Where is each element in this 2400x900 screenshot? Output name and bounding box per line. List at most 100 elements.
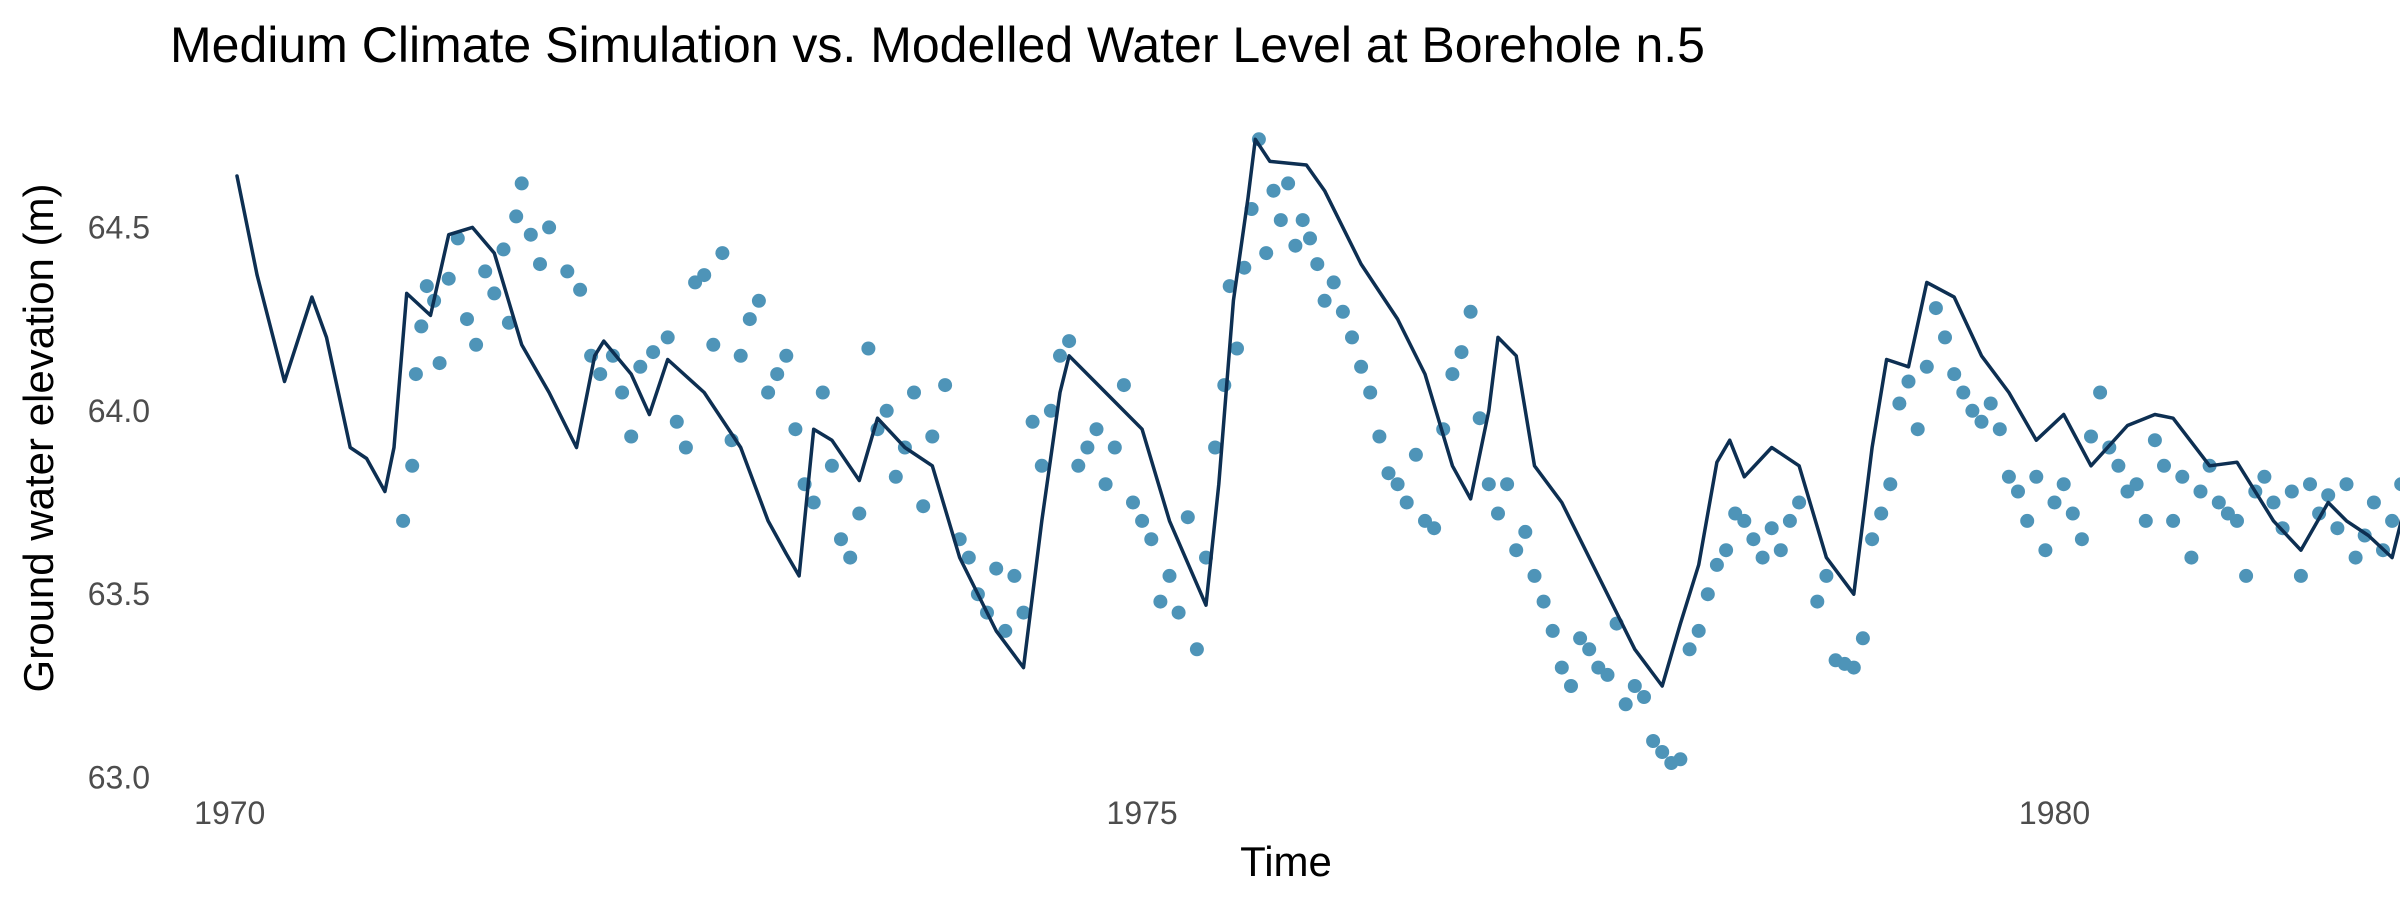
data-point [1691, 623, 1706, 638]
data-point [1034, 458, 1049, 473]
data-point [2147, 433, 2162, 448]
y-tick-label: 63.5 [88, 576, 150, 612]
chart-title: Medium Climate Simulation vs. Modelled W… [170, 17, 1705, 73]
data-point [806, 495, 821, 510]
data-point [1345, 330, 1359, 345]
data-point [1259, 246, 1274, 261]
data-point [861, 341, 876, 356]
data-point [2303, 477, 2317, 492]
data-point [1938, 330, 1952, 345]
data-point [1965, 403, 1980, 418]
data-point [1310, 257, 1325, 272]
data-point [1281, 176, 1296, 191]
data-point [2211, 495, 2226, 510]
data-point [509, 209, 524, 224]
data-point [1053, 348, 1067, 363]
data-point [1792, 495, 1807, 510]
data-point [2175, 469, 2190, 484]
data-point [1573, 631, 1588, 646]
data-point [1016, 605, 1031, 620]
data-point [1481, 477, 1496, 492]
data-point [1427, 521, 1442, 536]
data-point [1983, 396, 1998, 411]
data-point [1116, 378, 1131, 393]
data-point [1956, 385, 1971, 400]
data-point [1153, 594, 1168, 609]
data-point [1273, 213, 1288, 228]
data-point [573, 282, 588, 297]
modelled-line [235, 137, 2400, 688]
data-point [1080, 440, 1095, 455]
data-point [2065, 506, 2080, 521]
data-point [1381, 466, 1396, 481]
data-point [1810, 594, 1825, 609]
data-point [916, 499, 931, 514]
data-point [1144, 532, 1159, 547]
data-point [1928, 301, 1943, 316]
data-point [852, 506, 867, 521]
data-point [1326, 275, 1341, 290]
x-tick-label: 1980 [2019, 795, 2090, 831]
data-point [1491, 506, 1505, 521]
data-point [761, 385, 776, 400]
data-point [1892, 396, 1907, 411]
data-point [1390, 477, 1405, 492]
data-point [1288, 238, 1303, 253]
data-point [1180, 510, 1195, 525]
x-axis-ticks: 1970 1975 1980 [194, 795, 2090, 831]
data-point [469, 337, 484, 352]
data-point [2348, 550, 2363, 565]
y-tick-label: 64.0 [88, 393, 150, 429]
data-point [1901, 374, 1916, 389]
data-point [1295, 213, 1310, 228]
data-point [925, 429, 940, 444]
data-point [1600, 667, 1615, 682]
data-point [1230, 341, 1244, 356]
data-point [1135, 513, 1150, 528]
data-point [2029, 469, 2044, 484]
data-point [1618, 697, 1633, 712]
data-point [706, 337, 721, 352]
data-point [1399, 495, 1414, 510]
data-point [715, 246, 730, 261]
data-point [2284, 484, 2299, 499]
data-point [1162, 568, 1177, 583]
data-point [1709, 557, 1724, 572]
data-point [1919, 359, 1934, 374]
x-tick-label: 1970 [194, 795, 265, 831]
data-point [843, 550, 858, 565]
data-point [1582, 642, 1597, 657]
data-point [1454, 345, 1469, 360]
data-point [2230, 513, 2244, 528]
data-point [1445, 367, 1460, 382]
data-point [1500, 477, 1515, 492]
data-point [815, 385, 830, 400]
data-point [2093, 385, 2108, 400]
data-point [408, 367, 423, 382]
data-point [523, 227, 538, 242]
data-point [1819, 568, 1834, 583]
y-tick-label: 63.0 [88, 760, 150, 796]
data-point [669, 414, 684, 429]
data-point [1237, 260, 1252, 275]
data-point [1554, 660, 1569, 675]
data-point [560, 264, 575, 279]
data-point [1509, 543, 1524, 558]
data-point [751, 293, 766, 308]
data-point [2239, 568, 2254, 583]
data-point [1222, 279, 1237, 294]
data-point [1527, 568, 1542, 583]
y-axis-title: Ground water elevation (m) [15, 184, 62, 693]
data-point [1303, 231, 1317, 246]
observed-points [396, 132, 2400, 770]
data-point [1746, 532, 1761, 547]
data-point [514, 176, 529, 191]
data-point [1107, 440, 1122, 455]
data-point [834, 532, 848, 547]
data-point [1637, 690, 1651, 704]
y-axis-ticks: 63.0 63.5 64.0 64.5 [88, 209, 150, 795]
data-point [678, 440, 693, 455]
data-point [2166, 513, 2181, 528]
data-point [1874, 506, 1889, 521]
data-point [998, 623, 1013, 638]
